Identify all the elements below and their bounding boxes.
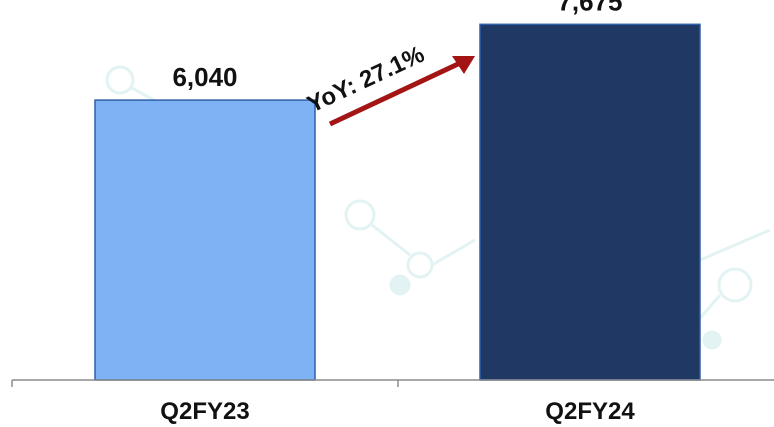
category-label-q2fy24: Q2FY24 bbox=[545, 398, 635, 425]
category-label-q2fy23: Q2FY23 bbox=[160, 398, 249, 425]
value-label-q2fy23: 6,040 bbox=[172, 62, 237, 92]
value-label-q2fy24: 7,675 bbox=[557, 0, 622, 16]
yoy-arrow-line bbox=[328, 61, 460, 127]
bar-q2fy24 bbox=[479, 23, 701, 381]
bar-q2fy23 bbox=[94, 99, 316, 381]
yoy-arrow-head bbox=[452, 56, 475, 74]
yoy-annotation: YoY: 27.1% bbox=[303, 41, 475, 127]
